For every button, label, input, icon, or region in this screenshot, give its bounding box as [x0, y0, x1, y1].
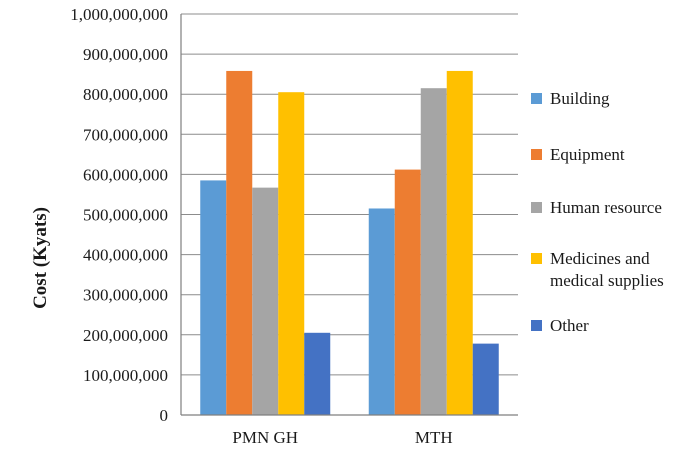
bar-building-pmn-gh	[200, 180, 227, 415]
y-axis-title: Cost (Kyats)	[30, 207, 51, 309]
bar-human-resource-pmn-gh	[252, 187, 279, 415]
y-tick-label: 400,000,000	[83, 246, 168, 265]
legend-item: Human resource	[531, 197, 662, 219]
legend-swatch	[531, 253, 542, 264]
bar-medicines-and-medical-supplies-mth	[446, 70, 473, 415]
legend-swatch	[531, 93, 542, 104]
y-tick-label: 800,000,000	[83, 85, 168, 104]
legend-item: Other	[531, 315, 589, 337]
legend-swatch	[531, 149, 542, 160]
y-tick-label: 1,000,000,000	[70, 5, 168, 24]
legend-item: Equipment	[531, 144, 625, 166]
bar-other-mth	[472, 343, 499, 415]
y-tick-label: 300,000,000	[83, 286, 168, 305]
y-tick-label: 700,000,000	[83, 125, 168, 144]
legend-label: Building	[550, 89, 610, 108]
y-tick-label: 900,000,000	[83, 45, 168, 64]
y-tick-labels: 0 100,000,000 200,000,000 300,000,000 400,00…	[70, 5, 168, 425]
legend-label: Equipment	[550, 145, 625, 164]
legend-label: Human resource	[550, 198, 662, 217]
bar-building-mth	[368, 208, 395, 415]
y-tick-label: 500,000,000	[83, 206, 168, 225]
bar-other-pmn-gh	[304, 332, 331, 415]
legend-label-line: medical supplies	[550, 271, 664, 290]
legend-label: Medicines and medical supplies	[550, 248, 664, 292]
legend-item: Building	[531, 88, 610, 110]
legend-label: Other	[550, 316, 589, 335]
x-category-label: PMN GH	[232, 428, 298, 447]
y-tick-label: 600,000,000	[83, 165, 168, 184]
y-tick-label: 100,000,000	[83, 366, 168, 385]
legend-item: Medicines and medical supplies	[531, 248, 664, 292]
axes	[180, 14, 518, 416]
y-tick-label: 200,000,000	[83, 326, 168, 345]
bar-equipment-mth	[394, 169, 421, 415]
legend-swatch	[531, 202, 542, 213]
x-category-label: MTH	[415, 428, 453, 447]
x-category-labels: PMN GH MTH	[232, 428, 452, 447]
y-tick-label: 0	[160, 406, 169, 425]
bar-equipment-pmn-gh	[226, 70, 253, 415]
bar-human-resource-mth	[420, 88, 447, 415]
legend-swatch	[531, 320, 542, 331]
bars	[200, 70, 499, 415]
legend-label-line: Medicines and	[550, 249, 650, 268]
bar-medicines-and-medical-supplies-pmn-gh	[278, 92, 305, 415]
